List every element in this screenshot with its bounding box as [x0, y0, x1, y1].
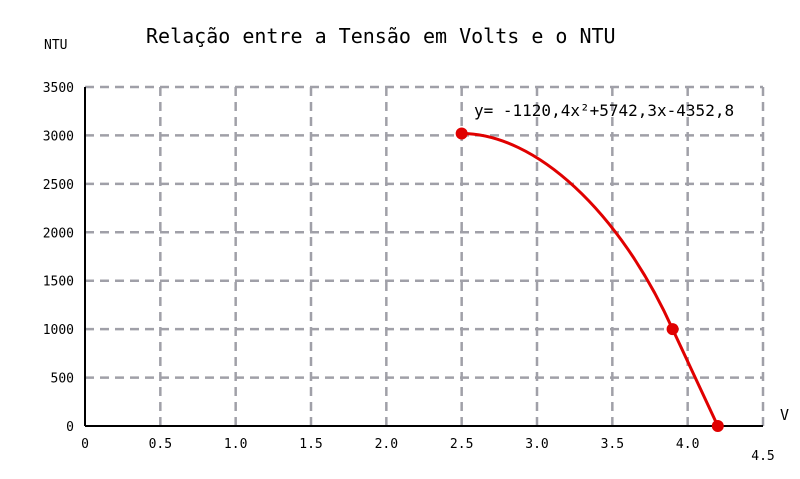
- x-tick-label: 2.0: [375, 437, 398, 452]
- x-tick-label: 2.5: [450, 437, 473, 452]
- y-tick-label: 3000: [43, 129, 74, 144]
- x-tick-label: 4.0: [676, 437, 699, 452]
- y-tick-label: 2500: [43, 178, 74, 193]
- equation-annotation: y= -1120,4x²+5742,3x-4352,8: [474, 101, 734, 120]
- x-tick-label: 0.5: [149, 437, 172, 452]
- y-tick-label: 0: [66, 420, 74, 435]
- x-tick-label: 1.5: [299, 437, 322, 452]
- y-tick-label: 500: [51, 372, 74, 387]
- series: [455, 127, 724, 432]
- x-axis-label: V: [780, 406, 789, 424]
- data-point: [666, 323, 679, 336]
- y-tick-label: 3500: [43, 81, 74, 96]
- data-point: [711, 420, 724, 432]
- tick-labels: 0 0.5 1.0 1.5 2.0 2.5 3.0 3.5 4.0 4.5 0 500 1000 1500…: [43, 81, 775, 464]
- x-tick-label: 4.5: [751, 449, 774, 464]
- y-tick-label: 1000: [43, 323, 74, 338]
- axes: [84, 87, 763, 427]
- y-tick-label: 1500: [43, 275, 74, 290]
- x-tick-label: 3.5: [601, 437, 624, 452]
- grid: [85, 85, 765, 426]
- y-tick-label: 2000: [43, 226, 74, 241]
- x-tick-label: 3.0: [525, 437, 548, 452]
- chart-title: Relação entre a Tensão em Volts e o NTU: [146, 24, 616, 48]
- series-line: [461, 132, 720, 427]
- data-point: [455, 127, 468, 140]
- x-tick-label: 0: [81, 437, 89, 452]
- y-axis-label: NTU: [44, 38, 67, 53]
- x-tick-label: 1.0: [224, 437, 247, 452]
